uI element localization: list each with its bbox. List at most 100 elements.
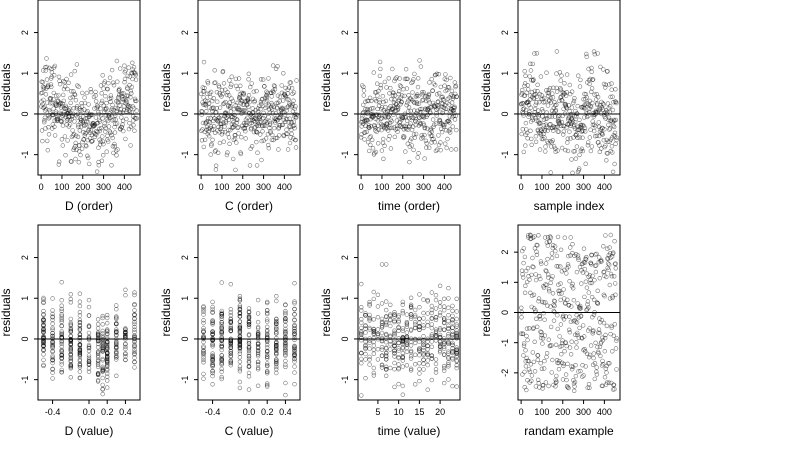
data-point bbox=[268, 121, 273, 126]
data-point bbox=[612, 239, 617, 244]
data-point bbox=[236, 131, 241, 136]
data-point bbox=[292, 106, 297, 112]
data-point bbox=[537, 147, 543, 152]
data-point bbox=[581, 97, 586, 102]
data-point bbox=[242, 99, 248, 104]
y-tick-label: 2 bbox=[500, 250, 510, 255]
data-point bbox=[271, 104, 276, 110]
data-point bbox=[59, 353, 64, 358]
data-point bbox=[285, 131, 290, 137]
data-point bbox=[595, 51, 600, 56]
data-point bbox=[274, 344, 279, 349]
data-point bbox=[597, 344, 603, 349]
data-point bbox=[445, 136, 450, 142]
data-point bbox=[134, 98, 139, 104]
data-point bbox=[575, 135, 580, 141]
y-tick-label: 0 bbox=[20, 111, 30, 116]
data-point bbox=[543, 144, 548, 149]
data-point bbox=[433, 327, 439, 332]
data-point bbox=[230, 98, 236, 104]
data-point bbox=[543, 149, 548, 154]
data-point bbox=[408, 343, 414, 348]
data-point bbox=[525, 378, 530, 383]
data-point bbox=[284, 127, 289, 132]
data-point bbox=[436, 142, 442, 148]
data-point bbox=[592, 92, 597, 97]
data-point bbox=[388, 302, 393, 307]
data-point bbox=[532, 88, 538, 94]
x-tick-label: 0.0 bbox=[243, 407, 256, 417]
data-point bbox=[223, 99, 228, 105]
data-point bbox=[263, 136, 269, 141]
data-point bbox=[228, 345, 234, 350]
data-point bbox=[113, 121, 118, 127]
data-point bbox=[111, 150, 116, 156]
data-point bbox=[132, 115, 138, 121]
data-point bbox=[59, 317, 64, 323]
data-point bbox=[233, 76, 239, 82]
data-point bbox=[589, 144, 595, 149]
data-point bbox=[576, 166, 582, 171]
data-point bbox=[56, 74, 62, 80]
data-point bbox=[552, 244, 558, 249]
data-point bbox=[68, 346, 74, 351]
data-point bbox=[82, 100, 88, 106]
data-point bbox=[283, 336, 288, 341]
data-point bbox=[403, 66, 409, 72]
data-point bbox=[429, 310, 434, 316]
data-point bbox=[379, 148, 385, 153]
data-point bbox=[265, 363, 270, 368]
data-point bbox=[425, 343, 430, 348]
data-point bbox=[211, 106, 216, 111]
data-point bbox=[59, 137, 65, 142]
data-point bbox=[371, 370, 376, 376]
data-point bbox=[228, 282, 234, 287]
data-point bbox=[100, 366, 105, 371]
data-point bbox=[371, 373, 376, 378]
data-point bbox=[448, 130, 453, 135]
data-point bbox=[453, 147, 459, 152]
data-point bbox=[110, 102, 115, 108]
data-point bbox=[389, 125, 395, 131]
data-point bbox=[45, 100, 50, 105]
data-point bbox=[210, 370, 215, 376]
data-point bbox=[114, 332, 119, 338]
data-point bbox=[590, 329, 596, 334]
data-point bbox=[77, 303, 83, 309]
data-point bbox=[109, 133, 114, 138]
data-point bbox=[258, 77, 264, 82]
data-point bbox=[404, 86, 410, 91]
data-point bbox=[573, 363, 578, 368]
data-point bbox=[450, 308, 455, 313]
data-point bbox=[534, 51, 540, 56]
data-point bbox=[265, 352, 270, 357]
data-point bbox=[86, 353, 92, 358]
data-point bbox=[217, 140, 223, 146]
data-point bbox=[265, 383, 270, 388]
data-point bbox=[41, 299, 46, 305]
data-point bbox=[130, 67, 135, 72]
data-point bbox=[430, 88, 435, 93]
data-point bbox=[371, 329, 376, 335]
data-point bbox=[417, 371, 422, 376]
data-point bbox=[443, 128, 449, 133]
data-point bbox=[567, 245, 573, 250]
data-point bbox=[49, 84, 54, 90]
data-point bbox=[597, 143, 602, 148]
data-point bbox=[423, 138, 429, 144]
data-point bbox=[280, 105, 285, 111]
data-point bbox=[68, 349, 74, 354]
data-point bbox=[446, 313, 451, 318]
x-tick-label: 20 bbox=[435, 407, 445, 417]
data-point bbox=[50, 358, 55, 363]
data-point bbox=[542, 358, 547, 364]
data-point bbox=[520, 372, 525, 377]
data-point bbox=[77, 143, 82, 148]
data-point bbox=[564, 90, 569, 95]
data-point bbox=[531, 359, 536, 365]
data-point bbox=[59, 341, 64, 346]
data-point bbox=[255, 330, 261, 335]
data-point bbox=[408, 327, 414, 332]
data-point bbox=[442, 368, 447, 373]
data-point bbox=[206, 101, 212, 106]
